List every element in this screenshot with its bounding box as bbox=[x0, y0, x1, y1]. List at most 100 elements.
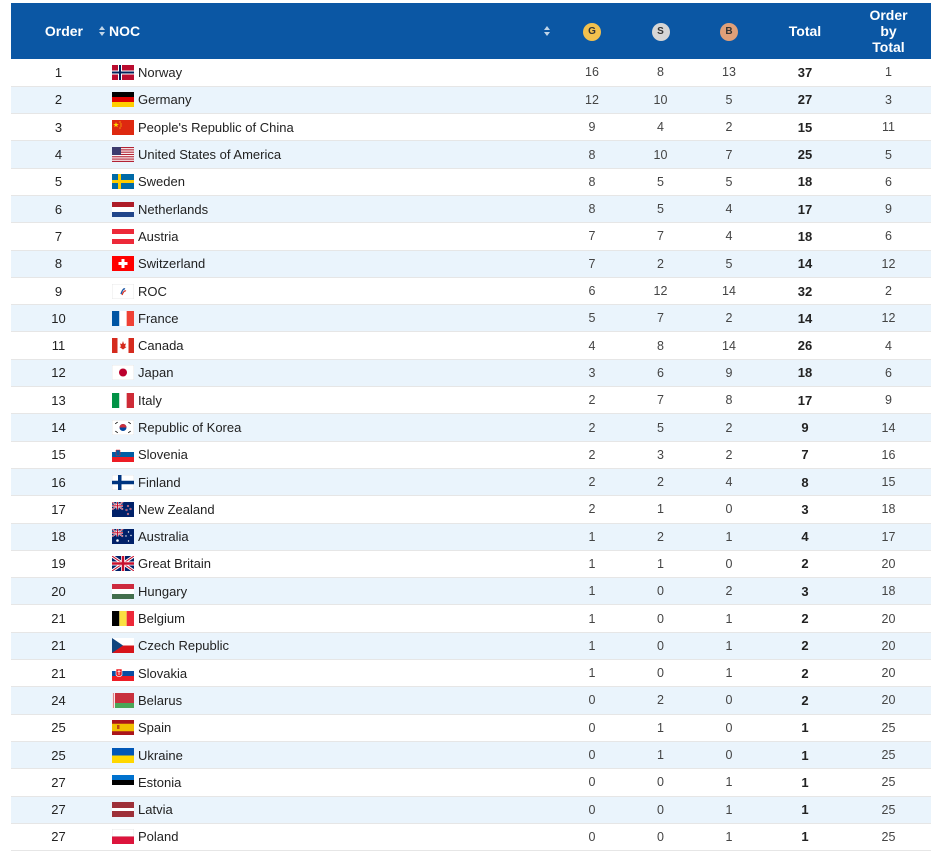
sort-icon[interactable] bbox=[544, 26, 551, 36]
table-row[interactable]: 2 Germany 12 10 5 27 3 bbox=[11, 86, 931, 114]
table-row[interactable]: 25 Ukraine 0 1 0 1 25 bbox=[11, 741, 931, 769]
bronze-count: 5 bbox=[725, 174, 733, 189]
noc-cell[interactable]: ROC bbox=[106, 277, 557, 304]
order-by-total-column-header[interactable]: Order by Total bbox=[846, 3, 931, 59]
table-row[interactable]: 9 ROC 6 12 14 32 2 bbox=[11, 277, 931, 305]
table-row[interactable]: 13 Italy 2 7 8 17 9 bbox=[11, 386, 931, 414]
noc-cell[interactable]: Slovenia bbox=[106, 441, 557, 468]
noc-name[interactable]: Switzerland bbox=[138, 256, 206, 272]
order-cell: 27 bbox=[51, 829, 66, 845]
table-row[interactable]: 21 Czech Republic 1 0 1 2 20 bbox=[11, 632, 931, 660]
noc-name[interactable]: People's Republic of China bbox=[138, 119, 294, 135]
total-column-header[interactable]: Total bbox=[764, 3, 846, 59]
table-row[interactable]: 27 Estonia 0 0 1 1 25 bbox=[11, 768, 931, 797]
order-column-header[interactable]: Order bbox=[11, 3, 106, 59]
noc-cell[interactable]: France bbox=[106, 305, 557, 332]
noc-name[interactable]: Latvia bbox=[138, 802, 173, 818]
noc-cell[interactable]: Belarus bbox=[106, 687, 557, 714]
table-row[interactable]: 20 Hungary 1 0 2 3 18 bbox=[11, 577, 931, 605]
table-row[interactable]: 19 Great Britain 1 1 0 2 20 bbox=[11, 550, 931, 578]
noc-cell[interactable]: Latvia bbox=[106, 796, 557, 823]
noc-cell[interactable]: Sweden bbox=[106, 168, 557, 195]
table-row[interactable]: 16 Finland 2 2 4 8 15 bbox=[11, 468, 931, 496]
table-row[interactable]: 24 Belarus 0 2 0 2 20 bbox=[11, 686, 931, 715]
table-row[interactable]: 10 France 5 7 2 14 12 bbox=[11, 304, 931, 332]
noc-name[interactable]: Belgium bbox=[138, 611, 185, 627]
noc-name[interactable]: Germany bbox=[138, 92, 192, 108]
noc-name[interactable]: Finland bbox=[138, 474, 181, 490]
table-row[interactable]: 7 Austria 7 7 4 18 6 bbox=[11, 222, 931, 251]
noc-name[interactable]: France bbox=[138, 310, 179, 326]
noc-column-header[interactable]: NOC bbox=[106, 3, 557, 59]
noc-cell[interactable]: Spain bbox=[106, 714, 557, 741]
noc-name[interactable]: Great Britain bbox=[138, 556, 211, 572]
noc-cell[interactable]: United States of America bbox=[106, 141, 557, 168]
table-row[interactable]: 8 Switzerland 7 2 5 14 12 bbox=[11, 250, 931, 278]
noc-name[interactable]: Italy bbox=[138, 392, 162, 408]
table-row[interactable]: 27 Latvia 0 0 1 1 25 bbox=[11, 796, 931, 824]
noc-name[interactable]: ROC bbox=[138, 283, 167, 299]
table-row[interactable]: 12 Japan 3 6 9 18 6 bbox=[11, 359, 931, 387]
table-row[interactable]: 18 Australia 1 2 1 4 17 bbox=[11, 523, 931, 551]
noc-cell[interactable]: New Zealand bbox=[106, 496, 557, 523]
noc-cell[interactable]: Finland bbox=[106, 468, 557, 495]
noc-name[interactable]: Norway bbox=[138, 64, 183, 80]
noc-name[interactable]: Czech Republic bbox=[138, 638, 230, 654]
noc-name[interactable]: Austria bbox=[138, 228, 179, 244]
noc-cell[interactable]: Austria bbox=[106, 223, 557, 250]
noc-cell[interactable]: Ukraine bbox=[106, 741, 557, 768]
noc-cell[interactable]: Norway bbox=[106, 59, 557, 86]
noc-cell[interactable]: Japan bbox=[106, 359, 557, 386]
noc-name[interactable]: Canada bbox=[138, 338, 184, 354]
noc-cell[interactable]: People's Republic of China bbox=[106, 114, 557, 141]
bronze-column-header[interactable]: B bbox=[694, 3, 764, 59]
noc-name[interactable]: New Zealand bbox=[138, 501, 215, 517]
noc-cell[interactable]: Germany bbox=[106, 86, 557, 113]
noc-cell[interactable]: Australia bbox=[106, 523, 557, 550]
noc-name[interactable]: Australia bbox=[138, 529, 189, 545]
table-row[interactable]: 21 Belgium 1 0 1 2 20 bbox=[11, 604, 931, 633]
noc-name[interactable]: Japan bbox=[138, 365, 174, 381]
noc-name[interactable]: Ukraine bbox=[138, 747, 183, 763]
noc-name[interactable]: Poland bbox=[138, 829, 179, 845]
noc-cell[interactable]: Republic of Korea bbox=[106, 414, 557, 441]
sort-icon[interactable] bbox=[99, 26, 106, 36]
table-row[interactable]: 3 People's Republic of China 9 4 2 15 11 bbox=[11, 113, 931, 141]
table-row[interactable]: 21 Slovakia 1 0 1 2 20 bbox=[11, 659, 931, 687]
noc-name[interactable]: Belarus bbox=[138, 692, 183, 708]
table-row[interactable]: 5 Sweden 8 5 5 18 6 bbox=[11, 168, 931, 196]
noc-name[interactable]: Estonia bbox=[138, 774, 182, 790]
noc-cell[interactable]: Switzerland bbox=[106, 250, 557, 277]
table-row[interactable]: 6 Netherlands 8 5 4 17 9 bbox=[11, 195, 931, 223]
noc-name[interactable]: United States of America bbox=[138, 147, 282, 163]
noc-name[interactable]: Slovenia bbox=[138, 447, 188, 463]
noc-cell[interactable]: Estonia bbox=[106, 769, 557, 796]
order-cell: 13 bbox=[51, 392, 66, 408]
silver-column-header[interactable]: S bbox=[627, 3, 694, 59]
noc-name[interactable]: Spain bbox=[138, 720, 172, 736]
noc-cell[interactable]: Netherlands bbox=[106, 195, 557, 222]
table-row[interactable]: 17 New Zealand 2 1 0 3 18 bbox=[11, 495, 931, 524]
noc-name[interactable]: Netherlands bbox=[138, 201, 209, 217]
table-row[interactable]: 11 Canada 4 8 14 26 4 bbox=[11, 331, 931, 360]
noc-name[interactable]: Republic of Korea bbox=[138, 420, 242, 435]
noc-cell[interactable]: Hungary bbox=[106, 578, 557, 605]
noc-cell[interactable]: Belgium bbox=[106, 605, 557, 632]
table-row[interactable]: 25 Spain 0 1 0 1 25 bbox=[11, 714, 931, 742]
table-row[interactable]: 27 Poland 0 0 1 1 25 bbox=[11, 823, 931, 851]
noc-cell[interactable]: Canada bbox=[106, 332, 557, 359]
table-row[interactable]: 15 Slovenia 2 3 2 7 16 bbox=[11, 441, 931, 469]
table-row[interactable]: 14 Republic of Korea 2 5 2 9 14 bbox=[11, 413, 931, 442]
noc-name[interactable]: Sweden bbox=[138, 174, 185, 190]
table-row[interactable]: 4 United States of America 8 10 7 25 5 bbox=[11, 140, 931, 169]
gold-column-header[interactable]: G bbox=[557, 3, 627, 59]
noc-cell[interactable]: Italy bbox=[106, 387, 557, 414]
gold-count: 7 bbox=[588, 256, 596, 271]
noc-cell[interactable]: Czech Republic bbox=[106, 632, 557, 659]
table-row[interactable]: 1 Norway 16 8 13 37 1 bbox=[11, 59, 931, 87]
noc-cell[interactable]: Poland bbox=[106, 823, 557, 850]
noc-name[interactable]: Slovakia bbox=[138, 665, 188, 681]
noc-name[interactable]: Hungary bbox=[138, 583, 188, 599]
noc-cell[interactable]: Slovakia bbox=[106, 660, 557, 687]
noc-cell[interactable]: Great Britain bbox=[106, 550, 557, 577]
